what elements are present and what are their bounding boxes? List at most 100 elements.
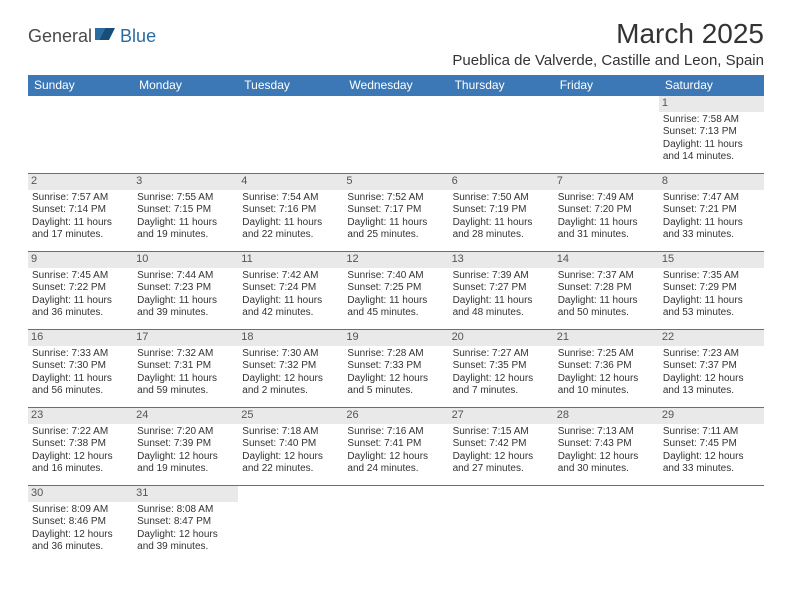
sunrise-text: Sunrise: 7:15 AM [453, 426, 550, 439]
sunset-text: Sunset: 7:33 PM [347, 360, 444, 373]
calendar-cell: 18Sunrise: 7:30 AMSunset: 7:32 PMDayligh… [238, 330, 343, 408]
sunset-text: Sunset: 7:21 PM [663, 204, 760, 217]
calendar-cell: 17Sunrise: 7:32 AMSunset: 7:31 PMDayligh… [133, 330, 238, 408]
sunset-text: Sunset: 7:41 PM [347, 438, 444, 451]
daylight2-text: and 39 minutes. [137, 307, 234, 320]
calendar-week: 23Sunrise: 7:22 AMSunset: 7:38 PMDayligh… [28, 408, 764, 486]
day-header: Friday [554, 75, 659, 96]
daylight2-text: and 28 minutes. [453, 229, 550, 242]
sunset-text: Sunset: 7:40 PM [242, 438, 339, 451]
daylight1-text: Daylight: 12 hours [242, 451, 339, 464]
day-number: 11 [238, 252, 343, 268]
daylight1-text: Daylight: 11 hours [242, 217, 339, 230]
sunset-text: Sunset: 7:20 PM [558, 204, 655, 217]
calendar-cell: . [238, 486, 343, 564]
daylight2-text: and 39 minutes. [137, 541, 234, 554]
sunrise-text: Sunrise: 7:30 AM [242, 348, 339, 361]
daylight1-text: Daylight: 12 hours [347, 451, 444, 464]
daylight2-text: and 59 minutes. [137, 385, 234, 398]
daylight1-text: Daylight: 12 hours [137, 529, 234, 542]
daylight1-text: Daylight: 12 hours [453, 373, 550, 386]
daylight1-text: Daylight: 12 hours [663, 373, 760, 386]
daylight1-text: Daylight: 12 hours [137, 451, 234, 464]
sunset-text: Sunset: 7:24 PM [242, 282, 339, 295]
day-number: 7 [554, 174, 659, 190]
daylight1-text: Daylight: 11 hours [663, 139, 760, 152]
daylight2-text: and 36 minutes. [32, 541, 129, 554]
day-number: 12 [343, 252, 448, 268]
day-number: 19 [343, 330, 448, 346]
sunrise-text: Sunrise: 7:58 AM [663, 114, 760, 127]
daylight1-text: Daylight: 12 hours [558, 373, 655, 386]
calendar-week: 30Sunrise: 8:09 AMSunset: 8:46 PMDayligh… [28, 486, 764, 564]
daylight2-text: and 22 minutes. [242, 229, 339, 242]
day-number: 14 [554, 252, 659, 268]
sunset-text: Sunset: 7:30 PM [32, 360, 129, 373]
calendar-cell: 21Sunrise: 7:25 AMSunset: 7:36 PMDayligh… [554, 330, 659, 408]
daylight2-text: and 48 minutes. [453, 307, 550, 320]
sunset-text: Sunset: 7:16 PM [242, 204, 339, 217]
sunrise-text: Sunrise: 7:45 AM [32, 270, 129, 283]
daylight2-text: and 2 minutes. [242, 385, 339, 398]
calendar-cell: 27Sunrise: 7:15 AMSunset: 7:42 PMDayligh… [449, 408, 554, 486]
calendar-cell: 30Sunrise: 8:09 AMSunset: 8:46 PMDayligh… [28, 486, 133, 564]
sunset-text: Sunset: 7:38 PM [32, 438, 129, 451]
title-block: March 2025 Pueblica de Valverde, Castill… [452, 18, 764, 69]
daylight1-text: Daylight: 11 hours [137, 373, 234, 386]
day-header: Sunday [28, 75, 133, 96]
calendar-cell: . [238, 96, 343, 174]
sunset-text: Sunset: 7:43 PM [558, 438, 655, 451]
sunset-text: Sunset: 7:39 PM [137, 438, 234, 451]
sunset-text: Sunset: 7:15 PM [137, 204, 234, 217]
sunrise-text: Sunrise: 7:54 AM [242, 192, 339, 205]
calendar-cell: . [554, 486, 659, 564]
sunrise-text: Sunrise: 7:22 AM [32, 426, 129, 439]
logo-text-blue: Blue [120, 26, 156, 47]
sunrise-text: Sunrise: 7:16 AM [347, 426, 444, 439]
day-number: 22 [659, 330, 764, 346]
calendar-cell: 28Sunrise: 7:13 AMSunset: 7:43 PMDayligh… [554, 408, 659, 486]
daylight2-text: and 36 minutes. [32, 307, 129, 320]
sunset-text: Sunset: 7:27 PM [453, 282, 550, 295]
daylight1-text: Daylight: 11 hours [453, 295, 550, 308]
sunrise-text: Sunrise: 7:18 AM [242, 426, 339, 439]
day-number: 2 [28, 174, 133, 190]
calendar-cell: 16Sunrise: 7:33 AMSunset: 7:30 PMDayligh… [28, 330, 133, 408]
daylight1-text: Daylight: 12 hours [32, 451, 129, 464]
day-header: Wednesday [343, 75, 448, 96]
sunrise-text: Sunrise: 7:33 AM [32, 348, 129, 361]
day-number: 21 [554, 330, 659, 346]
daylight2-text: and 27 minutes. [453, 463, 550, 476]
daylight2-text: and 33 minutes. [663, 463, 760, 476]
calendar-cell: . [449, 96, 554, 174]
calendar-week: 16Sunrise: 7:33 AMSunset: 7:30 PMDayligh… [28, 330, 764, 408]
day-number: 29 [659, 408, 764, 424]
calendar-cell: . [343, 96, 448, 174]
day-number: 9 [28, 252, 133, 268]
sunrise-text: Sunrise: 7:57 AM [32, 192, 129, 205]
daylight2-text: and 56 minutes. [32, 385, 129, 398]
sunset-text: Sunset: 7:37 PM [663, 360, 760, 373]
day-header: Monday [133, 75, 238, 96]
calendar-cell: 10Sunrise: 7:44 AMSunset: 7:23 PMDayligh… [133, 252, 238, 330]
daylight1-text: Daylight: 12 hours [347, 373, 444, 386]
calendar-cell: 2Sunrise: 7:57 AMSunset: 7:14 PMDaylight… [28, 174, 133, 252]
day-number: 28 [554, 408, 659, 424]
calendar-cell: 20Sunrise: 7:27 AMSunset: 7:35 PMDayligh… [449, 330, 554, 408]
day-number: 8 [659, 174, 764, 190]
daylight1-text: Daylight: 11 hours [347, 295, 444, 308]
day-number: 4 [238, 174, 343, 190]
day-header: Tuesday [238, 75, 343, 96]
daylight2-text: and 7 minutes. [453, 385, 550, 398]
daylight1-text: Daylight: 11 hours [347, 217, 444, 230]
calendar-cell: 29Sunrise: 7:11 AMSunset: 7:45 PMDayligh… [659, 408, 764, 486]
logo: General Blue [28, 18, 156, 47]
daylight2-text: and 22 minutes. [242, 463, 339, 476]
daylight1-text: Daylight: 11 hours [663, 217, 760, 230]
logo-flag-icon [95, 26, 117, 47]
sunrise-text: Sunrise: 7:32 AM [137, 348, 234, 361]
sunrise-text: Sunrise: 7:39 AM [453, 270, 550, 283]
sunset-text: Sunset: 7:35 PM [453, 360, 550, 373]
daylight2-text: and 53 minutes. [663, 307, 760, 320]
calendar-cell: 6Sunrise: 7:50 AMSunset: 7:19 PMDaylight… [449, 174, 554, 252]
